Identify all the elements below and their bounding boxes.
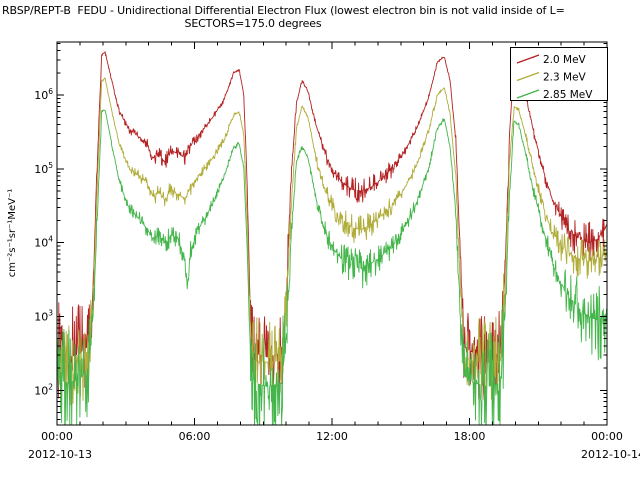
legend-swatch-2.3mev (516, 71, 540, 82)
y-tick-label: 102 (34, 382, 53, 397)
x-tick-label: 00:00 (591, 430, 623, 443)
legend-label-2.85mev: 2.85 MeV (543, 89, 593, 101)
y-tick-label: 104 (34, 235, 53, 250)
legend-label-2.3mev: 2.3 MeV (543, 72, 587, 84)
legend-item-2.3mev: 2.3 MeV (516, 71, 587, 84)
series-line-2.3-mev (57, 77, 607, 406)
x-tick-label: 12:00 (316, 430, 348, 443)
x-axis-date-left: 2012-10-13 (28, 448, 92, 461)
x-tick-label: 00:00 (41, 430, 73, 443)
series-line-2.85-mev (57, 109, 607, 425)
legend: 2.0 MeV 2.3 MeV 2.85 MeV (510, 47, 608, 101)
series-lines (57, 51, 607, 425)
x-axis-date-right: 2012-10-14 (581, 448, 640, 461)
legend-label-2.0mev: 2.0 MeV (543, 54, 587, 66)
plot-title-line1: RBSP/REPT-B FEDU - Unidirectional Differ… (2, 4, 565, 17)
series-line-2.0-mev (57, 51, 607, 409)
y-tick-labels: 102 103 104 105 106 (34, 87, 53, 397)
x-tick-labels: 00:00 06:00 12:00 18:00 00:00 (41, 430, 623, 443)
x-tick-label: 18:00 (454, 430, 486, 443)
legend-swatch-2.85mev (516, 89, 540, 99)
legend-box (510, 47, 608, 101)
plot-title-line2: SECTORS=175.0 degrees (185, 17, 322, 30)
y-axis-label: cm⁻²s⁻¹sr⁻¹MeV⁻¹ (7, 189, 18, 278)
y-tick-label: 103 (34, 309, 53, 324)
legend-item-2.0mev: 2.0 MeV (516, 54, 587, 66)
legend-swatch-2.0mev (516, 54, 540, 64)
y-tick-label: 105 (34, 161, 53, 176)
x-tick-label: 06:00 (179, 430, 211, 443)
y-tick-label: 106 (34, 87, 53, 102)
legend-item-2.85mev: 2.85 MeV (516, 89, 593, 101)
